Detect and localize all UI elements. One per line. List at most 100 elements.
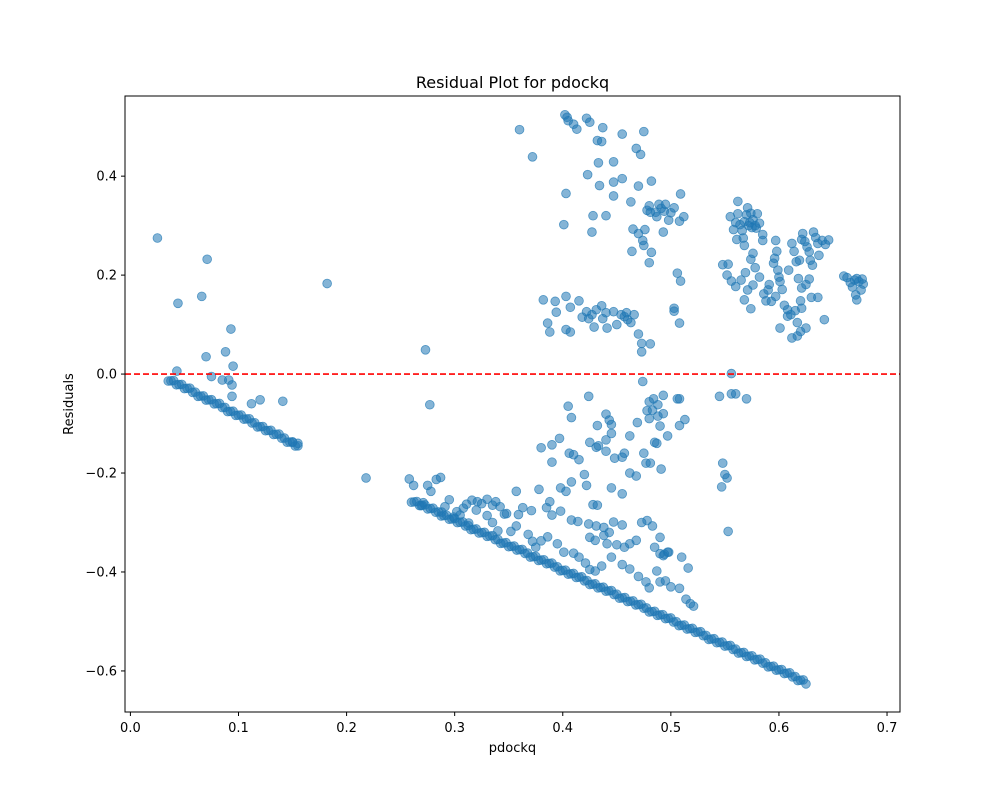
data-point bbox=[736, 275, 746, 285]
data-point bbox=[511, 486, 522, 497]
data-point bbox=[733, 208, 743, 219]
data-point bbox=[683, 563, 693, 573]
chart-title: Residual Plot for pdockq bbox=[416, 73, 609, 92]
data-point bbox=[669, 203, 679, 213]
data-point bbox=[523, 529, 533, 540]
data-point bbox=[448, 512, 459, 522]
data-point bbox=[636, 347, 647, 357]
data-point bbox=[514, 124, 525, 135]
data-point bbox=[717, 458, 728, 468]
data-point bbox=[566, 477, 577, 487]
data-point bbox=[542, 318, 553, 328]
data-point bbox=[587, 227, 597, 237]
data-point bbox=[561, 188, 571, 199]
data-point bbox=[633, 329, 644, 339]
data-point bbox=[361, 473, 371, 483]
data-point bbox=[777, 284, 787, 295]
data-point bbox=[754, 218, 765, 228]
data-point bbox=[739, 240, 750, 251]
data-point bbox=[639, 126, 649, 137]
data-point bbox=[794, 255, 805, 266]
data-point bbox=[608, 517, 619, 527]
plot-area bbox=[125, 96, 900, 712]
data-point bbox=[227, 380, 237, 390]
data-point bbox=[624, 564, 635, 574]
data-point bbox=[741, 394, 752, 404]
data-point bbox=[639, 240, 649, 251]
data-point bbox=[594, 180, 605, 191]
data-point bbox=[804, 247, 815, 257]
x-tick-label: 0.1 bbox=[228, 721, 249, 736]
data-point bbox=[674, 394, 685, 404]
y-tick-label: −0.6 bbox=[85, 664, 117, 679]
data-point bbox=[487, 517, 498, 528]
x-tick-label: 0.6 bbox=[769, 721, 790, 736]
data-point bbox=[461, 499, 472, 509]
data-point bbox=[730, 217, 741, 228]
data-point bbox=[740, 267, 751, 278]
data-point bbox=[627, 246, 637, 257]
data-point bbox=[688, 601, 699, 611]
data-point bbox=[617, 559, 628, 570]
y-tick-label: −0.2 bbox=[85, 467, 117, 482]
data-point bbox=[644, 583, 655, 593]
data-point bbox=[255, 394, 265, 405]
data-point bbox=[555, 506, 566, 516]
data-point bbox=[787, 238, 797, 249]
data-point bbox=[596, 300, 607, 311]
data-point bbox=[797, 228, 808, 239]
data-point bbox=[592, 500, 603, 510]
data-point bbox=[246, 398, 257, 409]
data-point bbox=[641, 458, 651, 468]
data-point bbox=[547, 440, 557, 450]
y-tick-label: 0.2 bbox=[96, 269, 117, 284]
data-point bbox=[463, 518, 474, 528]
data-point bbox=[660, 576, 671, 586]
data-point bbox=[536, 442, 546, 453]
data-point bbox=[513, 509, 524, 520]
data-point bbox=[201, 351, 211, 362]
data-point bbox=[606, 483, 617, 493]
data-point bbox=[550, 296, 560, 307]
data-point bbox=[593, 157, 604, 168]
data-point bbox=[819, 314, 830, 325]
data-point bbox=[227, 391, 237, 402]
data-point bbox=[597, 122, 608, 133]
data-point bbox=[444, 494, 455, 505]
data-point bbox=[619, 448, 630, 459]
data-point bbox=[530, 542, 541, 553]
data-point bbox=[202, 254, 212, 265]
x-tick-label: 0.3 bbox=[444, 721, 465, 736]
data-point bbox=[635, 149, 646, 160]
x-tick-label: 0.2 bbox=[336, 721, 357, 736]
data-point bbox=[584, 117, 595, 128]
data-point bbox=[561, 324, 571, 335]
y-tick-label: 0.4 bbox=[96, 170, 117, 185]
data-point bbox=[425, 399, 435, 410]
data-point bbox=[658, 227, 669, 237]
data-point bbox=[748, 248, 758, 259]
data-point bbox=[511, 521, 522, 531]
data-point bbox=[228, 361, 238, 371]
data-point bbox=[495, 501, 505, 512]
data-point bbox=[750, 262, 760, 273]
data-point bbox=[660, 199, 671, 210]
data-point bbox=[672, 268, 683, 278]
data-point bbox=[813, 292, 823, 303]
data-point bbox=[680, 414, 690, 425]
data-point bbox=[542, 532, 553, 542]
data-point bbox=[583, 391, 594, 402]
data-point bbox=[793, 273, 804, 284]
data-point bbox=[757, 235, 768, 246]
data-point bbox=[593, 441, 604, 451]
data-point bbox=[608, 157, 619, 167]
data-point bbox=[747, 222, 757, 233]
data-point bbox=[631, 471, 642, 481]
data-point bbox=[220, 347, 231, 357]
y-axis: −0.6 −0.4 −0.2 0.0 0.2 0.4 bbox=[85, 170, 125, 679]
data-point bbox=[574, 552, 584, 562]
x-tick-label: 0.5 bbox=[661, 721, 682, 736]
data-point bbox=[739, 295, 750, 305]
data-point bbox=[714, 391, 725, 402]
data-point bbox=[574, 296, 584, 306]
